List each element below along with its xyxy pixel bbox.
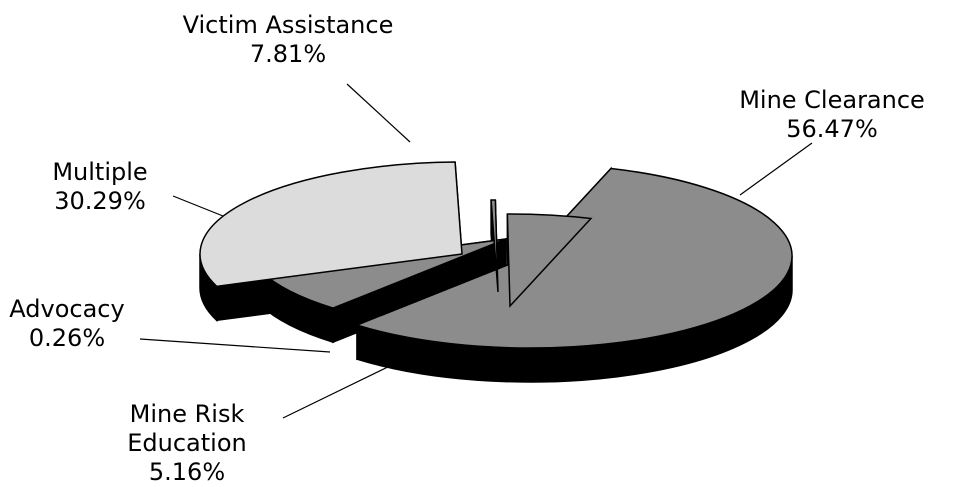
slice-tops: [199, 161, 793, 349]
mine-risk-education-label-line: Education: [127, 429, 246, 457]
victim-assistance-leader-line: [346, 83, 411, 143]
mine-clearance-label-line: 56.47%: [786, 115, 878, 143]
victim-assistance-label: Victim Assistance 7.81%: [183, 11, 394, 68]
mine-risk-education-leader-line: [282, 362, 397, 419]
mine-risk-education-slice: [506, 213, 593, 308]
advocacy-leader-line: [139, 338, 331, 353]
slice-labels: Mine Clearance 56.47% Victim Assistance 7.8…: [9, 11, 925, 486]
advocacy-slice: [490, 199, 499, 293]
advocacy-label: Advocacy 0.26%: [9, 295, 124, 352]
mine-risk-education-label-line: Mine Risk: [130, 400, 245, 428]
mine-risk-education-label-line: 5.16%: [149, 458, 225, 486]
mine-clearance-label-line: Mine Clearance: [739, 86, 925, 114]
mine-clearance-slice: [354, 167, 793, 349]
victim-assistance-label-line: 7.81%: [250, 40, 326, 68]
mine-risk-education-label: Mine Risk Education 5.16%: [127, 400, 246, 486]
multiple-label-line: 30.29%: [54, 187, 146, 215]
multiple-label-line: Multiple: [52, 158, 147, 186]
advocacy-label-line: 0.26%: [29, 324, 105, 352]
leader-lines: [139, 83, 813, 419]
advocacy-label-line: Advocacy: [9, 295, 124, 323]
multiple-slice: [199, 161, 463, 288]
mine-clearance-leader-line: [739, 142, 813, 196]
victim-assistance-label-line: Victim Assistance: [183, 11, 394, 39]
multiple-leader-line: [172, 195, 229, 219]
mine-clearance-label: Mine Clearance 56.47%: [739, 86, 925, 143]
multiple-label: Multiple 30.29%: [52, 158, 147, 215]
